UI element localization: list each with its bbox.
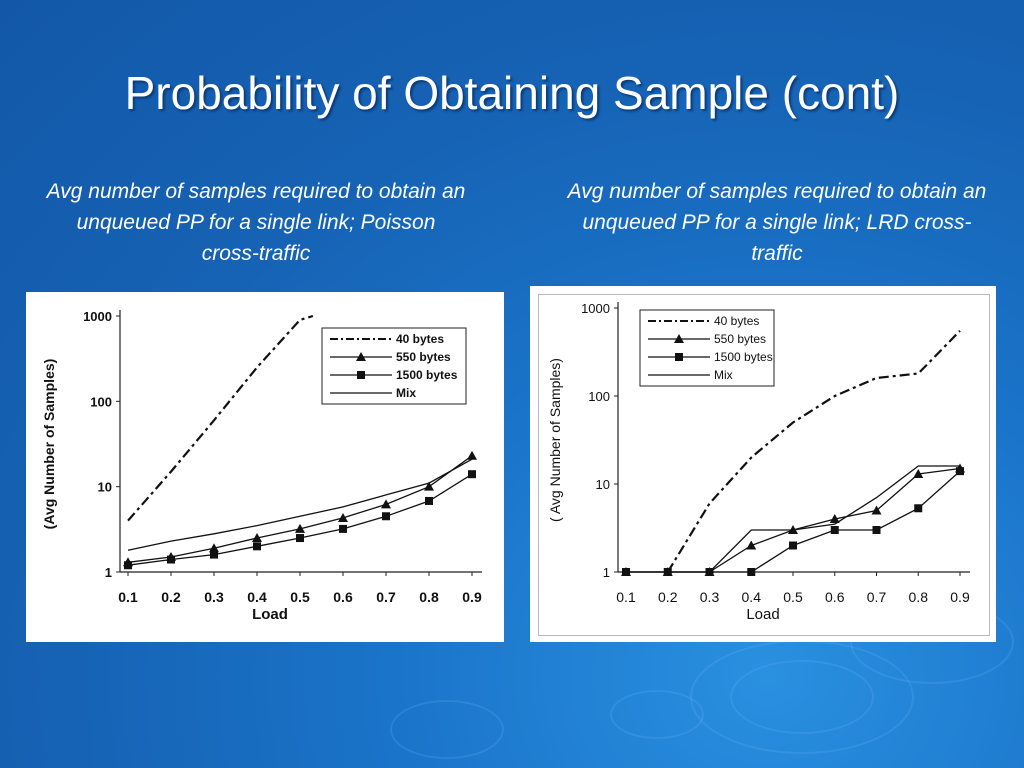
series-line-1500-bytes: [626, 470, 961, 573]
x-tick-label: 0.8: [909, 589, 929, 605]
legend-marker-square: [357, 371, 365, 379]
legend-label: Mix: [396, 386, 416, 400]
data-point-triangle: [467, 450, 477, 460]
data-point-triangle: [209, 543, 219, 553]
x-axis-label: Load: [746, 606, 779, 623]
chart-panel-poisson: 1 10 100 1000 0.1 0.2 0.3 0.4 0.5 0.6 0.7 0.8 0.9 Loa…: [26, 292, 504, 642]
series-line-40-bytes: [666, 330, 961, 573]
x-tick-label: 0.2: [161, 589, 181, 605]
legend-label: 40 bytes: [714, 314, 759, 328]
legend-label: 40 bytes: [396, 332, 444, 346]
data-point-square: [167, 555, 175, 564]
x-tick-label: 0.9: [950, 589, 970, 605]
data-point-square: [382, 512, 390, 521]
data-point-square: [339, 524, 347, 533]
chart-panel-lrd: 1 10 100 1000 0.1 0.2 0.3 0.4 0.5 0.6 0.7 0.8 0.9 Loa…: [530, 286, 996, 642]
x-tick-label: 0.7: [376, 589, 396, 605]
y-tick-label: 100: [588, 389, 610, 404]
x-tick-label: 0.4: [247, 589, 267, 605]
data-point-square: [789, 541, 797, 550]
caption-right: Avg number of samples required to obtain…: [567, 180, 987, 265]
x-tick-label: 0.6: [333, 589, 353, 605]
y-tick-label: 1: [603, 565, 610, 580]
series-line-1500-bytes: [127, 473, 473, 566]
x-tick-label: 0.1: [616, 589, 636, 605]
y-axis-label: (Avg Number of Samples): [41, 359, 57, 530]
series-line-550-bytes: [127, 455, 473, 563]
y-tick-label: 10: [98, 480, 112, 495]
data-point-triangle: [252, 533, 262, 543]
data-point-triangle: [913, 468, 924, 478]
data-point-square: [296, 534, 304, 543]
legend-marker-square: [675, 353, 683, 361]
data-point-square: [830, 526, 839, 535]
data-point-square: [914, 504, 923, 513]
data-point-square: [253, 542, 261, 551]
series-line-Mix: [626, 465, 960, 573]
background-ripple: [730, 660, 874, 734]
y-tick-label: 10: [596, 477, 610, 492]
background-ripple: [610, 690, 704, 739]
y-axis-label: ( Avg Number of Samples): [547, 358, 563, 522]
background-ripple: [390, 700, 504, 759]
x-tick-label: 0.2: [658, 589, 678, 605]
slide-title: Probability of Obtaining Sample (cont): [124, 67, 900, 119]
y-tick-label: 1000: [581, 301, 610, 316]
x-tick-label: 0.7: [867, 589, 887, 605]
legend-label: 1500 bytes: [714, 350, 773, 364]
data-point-square: [425, 496, 433, 505]
series-line-550-bytes: [626, 467, 961, 573]
chart-poisson: 1 10 100 1000 0.1 0.2 0.3 0.4 0.5 0.6 0.7 0.8 0.9 Loa…: [41, 309, 482, 623]
x-tick-label: 0.3: [700, 589, 720, 605]
y-tick-label: 1: [105, 565, 112, 580]
data-point-triangle: [424, 481, 434, 491]
legend-label: 550 bytes: [714, 332, 766, 346]
legend-marker-triangle: [356, 352, 366, 361]
caption-left: Avg number of samples required to obtain…: [46, 180, 466, 265]
series-line-40-bytes: [127, 314, 314, 522]
data-point-square: [468, 470, 476, 479]
x-tick-label: 0.5: [290, 589, 310, 605]
legend-label: 550 bytes: [396, 350, 451, 364]
data-point-square: [747, 568, 756, 576]
x-tick-label: 0.5: [783, 589, 803, 605]
data-point-triangle: [295, 523, 305, 533]
x-tick-label: 0.1: [118, 589, 138, 605]
x-tick-label: 0.4: [742, 589, 762, 605]
x-tick-label: 0.8: [419, 589, 439, 605]
data-point-square: [872, 526, 881, 535]
data-point-square: [124, 561, 132, 570]
x-tick-label: 0.3: [204, 589, 224, 605]
legend-label: 1500 bytes: [396, 368, 458, 382]
data-point-triangle: [871, 505, 882, 515]
x-axis-label: Load: [252, 606, 288, 623]
data-point-triangle: [746, 540, 757, 550]
legend-box: [639, 309, 775, 387]
x-tick-label: 0.9: [462, 589, 482, 605]
legend-marker-triangle: [674, 334, 684, 343]
chart-lrd: 1 10 100 1000 0.1 0.2 0.3 0.4 0.5 0.6 0.7 0.8 0.9 Loa…: [547, 301, 970, 623]
data-point-square: [210, 550, 218, 559]
data-point-triangle: [338, 512, 348, 522]
y-tick-label: 100: [90, 394, 112, 409]
legend-box: [321, 327, 467, 405]
legend-label: Mix: [714, 368, 733, 382]
data-point-square: [956, 467, 964, 476]
data-point-triangle: [381, 499, 391, 509]
data-point-triangle: [829, 514, 840, 524]
series-line-Mix: [127, 458, 473, 551]
x-tick-label: 0.6: [825, 589, 845, 605]
y-tick-label: 1000: [83, 309, 112, 324]
